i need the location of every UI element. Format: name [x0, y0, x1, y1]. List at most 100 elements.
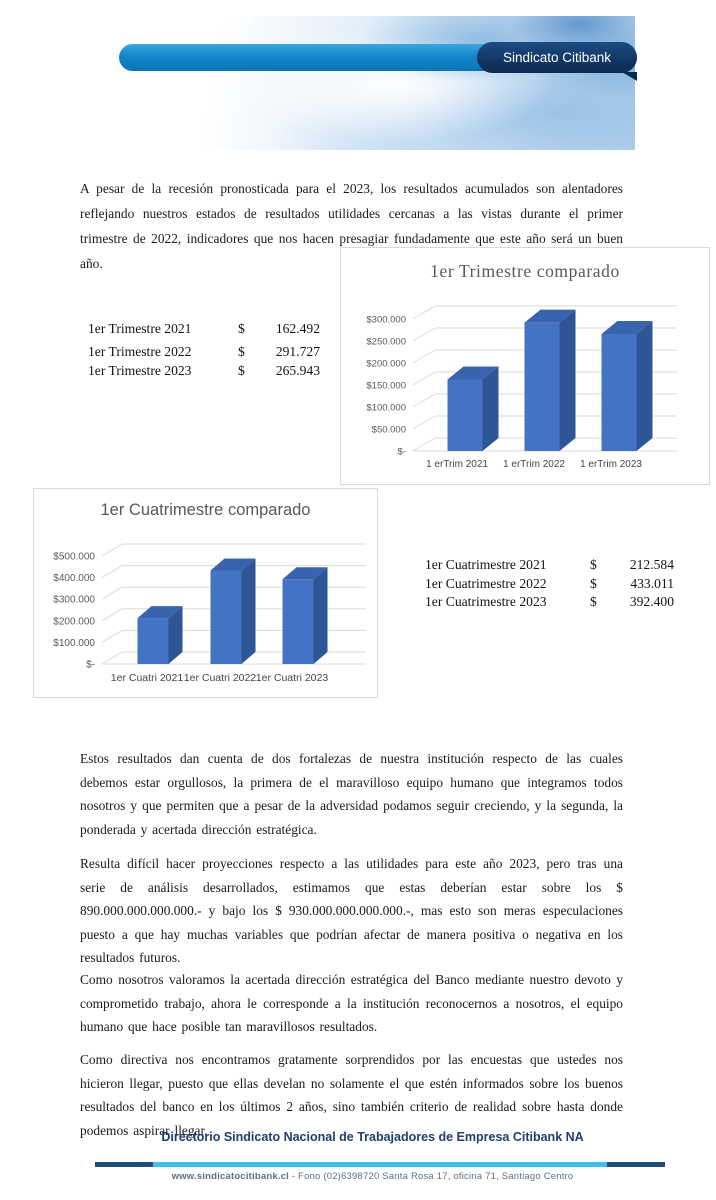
row-value: 433.011	[630, 575, 674, 591]
brand-pill: Sindicato Citibank	[477, 42, 637, 73]
row-label: 1er Cuatrimestre 2022	[425, 575, 547, 591]
row-value: 265.943	[275, 363, 320, 378]
y-tick-label: $400.000	[53, 573, 95, 584]
sky-clouds-image	[85, 16, 635, 150]
trimestre-values-table: 1er Trimestre 2021 $ 162.492 1er Trimest…	[88, 319, 320, 380]
row-label: 1er Cuatrimestre 2021	[425, 557, 547, 572]
x-category-label: 1er Cuatri 2023	[256, 672, 329, 684]
bar-side-face	[482, 366, 499, 451]
gridline-wall	[412, 437, 436, 452]
chart-title: 1er Trimestre comparado	[430, 261, 620, 281]
bar-front-face	[282, 579, 314, 664]
currency-symbol: $	[238, 344, 245, 359]
bar-top-face	[282, 567, 328, 580]
body-paragraph: Como nosotros valoramos la acertada dire…	[80, 972, 623, 1035]
body-paragraph: Como directiva nos encontramos gratament…	[80, 1052, 623, 1138]
x-category-label: 1 erTrim 2022	[503, 459, 565, 470]
y-tick-label: $300.000	[366, 315, 406, 326]
bar-front-face	[210, 570, 242, 664]
divider-right-segment	[607, 1162, 665, 1167]
gridline-wall	[101, 565, 123, 579]
divider-middle-segment	[153, 1162, 607, 1167]
gridline-wall	[101, 629, 123, 643]
cuatrimestre-chart-card: 1er Cuatrimestre comparado $- $100.000 $20…	[33, 488, 378, 698]
bar-side-face	[636, 320, 653, 451]
y-tick-label: $250.000	[366, 337, 406, 348]
bar-side-face	[241, 558, 256, 664]
bar-side-face	[168, 606, 183, 664]
y-tick-label: $50.000	[372, 425, 406, 436]
bar-top-face	[601, 320, 653, 334]
table-row: 1er Trimestre 2021 $ 162.492	[88, 319, 320, 338]
cuatrimestre-bar-chart: $- $100.000 $200.000 $300.000 $400.000 $500.0…	[53, 543, 366, 684]
gridline-wall	[412, 415, 436, 430]
currency-symbol: $	[590, 557, 597, 572]
row-label: 1er Trimestre 2023	[88, 363, 192, 378]
y-tick-label: $-	[398, 447, 406, 458]
row-value: 392.400	[629, 594, 674, 609]
row-value: 162.492	[275, 321, 320, 336]
table-row: 1er Trimestre 2022 $ 291.727	[88, 342, 320, 361]
bar-front-face	[447, 379, 483, 451]
gridline-wall	[412, 327, 436, 342]
trimestre-bar-chart: $- $50.000 $100.000 $150.000 $200.000 $250.00…	[366, 305, 677, 470]
trimestre-chart-card: 1er Trimestre comparado $- $50.000 $100.00…	[340, 247, 710, 485]
y-tick-label: $100.000	[53, 638, 95, 649]
x-category-label: 1er Cuatri 2021	[111, 672, 184, 684]
y-tick-label: $-	[86, 660, 95, 671]
y-tick-label: $500.000	[53, 552, 95, 563]
gridline-wall	[412, 393, 436, 408]
currency-symbol: $	[590, 594, 597, 609]
currency-symbol: $	[590, 575, 597, 591]
row-value: 291.727	[275, 344, 320, 359]
banner-fold-decoration	[622, 72, 637, 81]
bar-front-face	[601, 333, 637, 451]
gridline-wall	[101, 543, 123, 557]
row-value: 212.584	[629, 557, 674, 572]
gridline-wall	[412, 305, 436, 320]
x-category-label: 1 erTrim 2021	[426, 459, 488, 470]
intro-paragraph: A pesar de la recesión pronosticada para…	[80, 181, 623, 272]
cuatrimestre-values-table: 1er Cuatrimestre 2021 $ 212.584 1er Cuat…	[425, 556, 674, 612]
bar-top-face	[137, 606, 183, 619]
bar-top-face	[447, 366, 499, 380]
x-category-label: 1 erTrim 2023	[580, 459, 642, 470]
footer-directory-title: Directorio Sindicato Nacional de Trabaja…	[161, 1130, 584, 1144]
currency-symbol: $	[238, 363, 245, 378]
gridline-wall	[101, 586, 123, 600]
bar-side-face	[559, 309, 576, 451]
row-label: 1er Trimestre 2022	[88, 344, 192, 359]
y-tick-label: $200.000	[366, 359, 406, 370]
body-paragraph: Resulta difícil hacer proyecciones respe…	[80, 856, 623, 966]
divider-left-segment	[95, 1162, 153, 1167]
table-row: 1er Cuatrimestre 2023 $ 392.400	[425, 593, 674, 612]
footer-website: www.sindicatocitibank.cl	[171, 1171, 290, 1182]
currency-symbol: $	[238, 321, 245, 336]
bar-side-face	[313, 567, 328, 664]
body-paragraph: Estos resultados dan cuenta de dos forta…	[80, 751, 623, 837]
row-label: 1er Cuatrimestre 2023	[425, 594, 547, 609]
table-row: 1er Cuatrimestre 2022 $ 433.011	[425, 575, 674, 594]
y-tick-label: $300.000	[53, 595, 95, 606]
x-category-label: 1er Cuatri 2022	[184, 672, 257, 684]
gridline-wall	[101, 608, 123, 622]
brand-label: Sindicato Citibank	[502, 50, 612, 65]
y-tick-label: $100.000	[366, 403, 406, 414]
bar-top-face	[210, 558, 256, 571]
gridline-wall	[412, 349, 436, 364]
y-tick-label: $200.000	[53, 616, 95, 627]
table-row: 1er Trimestre 2023 $ 265.943	[88, 361, 320, 380]
chart-title: 1er Cuatrimestre comparado	[100, 501, 311, 519]
gridline-wall	[412, 371, 436, 386]
y-tick-label: $150.000	[366, 381, 406, 392]
bar-front-face	[137, 618, 169, 664]
footer-contact-text: - Fono (02)6398720 Santa Rosa 17, oficin…	[291, 1171, 574, 1182]
bar-top-face	[524, 309, 576, 323]
bar-front-face	[524, 322, 560, 451]
table-row: 1er Cuatrimestre 2021 $ 212.584	[425, 556, 674, 575]
gridline-wall	[101, 651, 123, 665]
footer-contact-line: www.sindicatocitibank.cl - Fono (02)6398…	[80, 1171, 665, 1182]
footer-divider	[95, 1162, 665, 1167]
row-label: 1er Trimestre 2021	[88, 321, 192, 336]
